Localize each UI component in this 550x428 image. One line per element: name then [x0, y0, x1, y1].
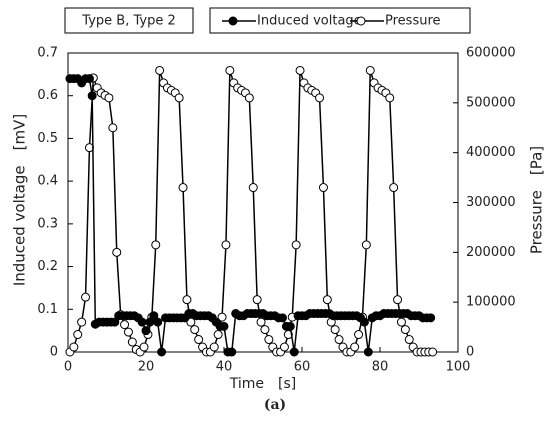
legend-marker: [356, 16, 366, 26]
data-point: [396, 317, 406, 327]
y2-tick-label: 100000: [466, 295, 516, 310]
data-point: [264, 335, 274, 345]
data-point: [278, 313, 287, 323]
data-point: [285, 321, 295, 331]
data-point: [389, 183, 399, 193]
y-tick-label: 0.3: [37, 216, 58, 231]
data-point: [209, 342, 219, 352]
y-tick-label: 0.2: [37, 259, 58, 274]
data-point: [365, 65, 375, 75]
x-tick-label: 80: [372, 360, 389, 375]
data-point: [330, 325, 340, 335]
data-point: [256, 317, 266, 327]
data-point: [182, 295, 192, 305]
x-tick-label: 60: [294, 360, 311, 375]
y-axis-label: Induced voltage [mV]: [11, 114, 29, 286]
series-line: [69, 70, 433, 353]
data-point: [404, 335, 414, 345]
legend-label: Pressure: [385, 14, 441, 29]
data-point: [112, 247, 122, 257]
data-point: [141, 326, 151, 336]
data-point: [73, 330, 83, 340]
data-point: [69, 342, 79, 352]
data-point: [104, 93, 114, 103]
y2-tick-label: 400000: [466, 145, 516, 160]
data-point: [248, 183, 258, 193]
y2-tick-label: 200000: [466, 245, 516, 260]
data-point: [151, 240, 161, 250]
data-point: [87, 91, 97, 101]
x-tick-label: 0: [64, 360, 72, 375]
data-point: [244, 93, 254, 103]
data-point: [227, 347, 237, 357]
data-point: [428, 347, 438, 357]
data-point: [194, 335, 204, 345]
data-point: [279, 342, 289, 352]
data-point: [334, 335, 344, 345]
annotation: Type B, Type 2: [81, 14, 175, 29]
y2-tick-label: 500000: [466, 95, 516, 110]
data-point: [127, 337, 137, 347]
data-point: [322, 295, 332, 305]
data-point: [354, 330, 364, 340]
data-point: [81, 292, 91, 302]
data-point: [155, 65, 165, 75]
y2-tick-label: 600000: [466, 46, 516, 61]
data-point: [139, 342, 149, 352]
data-point: [221, 240, 231, 250]
data-point: [225, 65, 235, 75]
legend-label: Induced voltage: [257, 14, 362, 29]
data-point: [393, 295, 403, 305]
data-point: [318, 183, 328, 193]
data-point: [289, 347, 299, 357]
y-tick-label: 0.4: [37, 174, 58, 189]
data-point: [359, 317, 369, 327]
data-point: [291, 240, 301, 250]
y-tick-label: 0.5: [37, 131, 58, 146]
x-tick-label: 40: [216, 360, 233, 375]
data-point: [385, 93, 395, 103]
data-point: [400, 325, 410, 335]
data-point: [77, 317, 87, 327]
data-point: [123, 327, 133, 337]
data-point: [174, 93, 184, 103]
data-point: [157, 347, 167, 357]
y-tick-label: 0.7: [37, 46, 58, 61]
data-point: [361, 240, 371, 250]
data-point: [295, 65, 305, 75]
data-point: [110, 317, 120, 327]
data-point: [153, 317, 163, 327]
annotation-box: [64, 7, 194, 34]
x-axis-label: Time [s]: [229, 376, 296, 392]
caption: (a): [264, 397, 286, 413]
data-point: [363, 347, 373, 357]
y2-axis-label: Pressure [Pa]: [528, 146, 546, 254]
data-point: [213, 330, 223, 340]
x-tick-label: 100: [446, 360, 471, 375]
data-point: [283, 330, 293, 340]
data-point: [178, 183, 188, 193]
data-point: [137, 317, 147, 327]
data-point: [149, 311, 159, 321]
y2-tick-label: 0: [466, 345, 474, 360]
y-tick-label: 0: [50, 345, 58, 360]
data-point: [108, 123, 118, 133]
data-point: [217, 312, 227, 322]
x-tick-label: 20: [138, 360, 155, 375]
data-point: [219, 321, 229, 331]
data-point: [315, 93, 325, 103]
data-point: [350, 342, 360, 352]
legend-marker: [228, 16, 238, 26]
y2-tick-label: 300000: [466, 195, 516, 210]
y-tick-label: 0.1: [37, 302, 58, 317]
y-tick-label: 0.6: [37, 88, 58, 103]
data-point: [190, 325, 200, 335]
data-point: [252, 295, 262, 305]
data-point: [260, 325, 270, 335]
data-point: [426, 313, 436, 323]
data-point: [120, 320, 130, 330]
data-point: [84, 74, 94, 84]
